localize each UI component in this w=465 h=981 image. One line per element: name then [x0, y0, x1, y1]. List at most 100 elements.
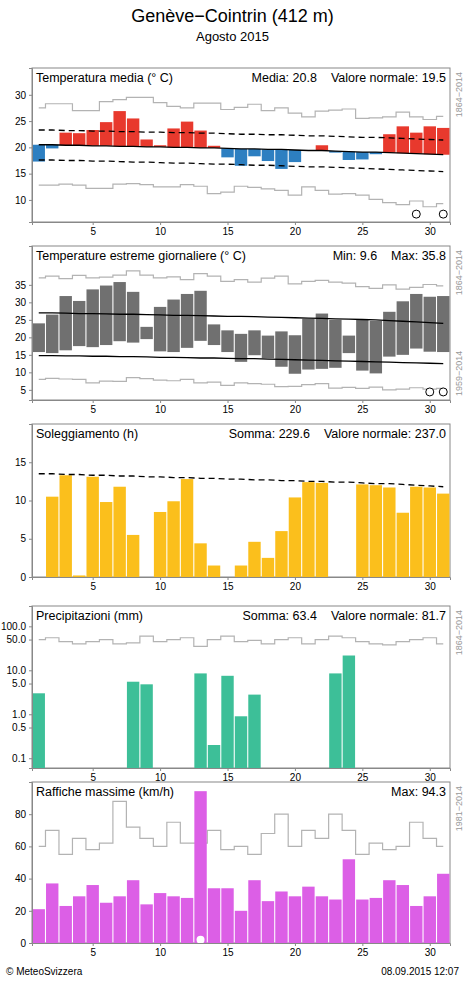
period-label: 1864−2014 [454, 72, 464, 117]
panel: 510152025301015202530Temperatura media (… [15, 68, 464, 237]
bar [194, 543, 206, 577]
bar [343, 152, 355, 160]
bar [181, 122, 193, 148]
tick-label: 10 [15, 495, 27, 506]
figure: Genève−Cointrin (412 m)Agosto 2015© Mete… [0, 0, 465, 981]
tick-label: 60 [15, 841, 27, 852]
tick: 10 [155, 400, 167, 415]
tick-label: 5.0 [12, 678, 26, 689]
tick: 15 [15, 350, 32, 361]
bar [46, 497, 58, 577]
tick-mark [228, 943, 229, 946]
plot-frame [32, 606, 450, 768]
tick-mark [29, 320, 32, 321]
bar [397, 301, 409, 355]
bar [86, 289, 98, 347]
bar [181, 294, 193, 348]
tick-label: 0.5 [12, 722, 26, 733]
tick: 1.0 [12, 709, 32, 720]
bar [140, 684, 152, 768]
y-axis: 0 20 40 60 80 [15, 783, 33, 949]
tick-mark [93, 400, 94, 403]
bar [100, 122, 112, 146]
bar [262, 558, 274, 577]
plot-frame [32, 246, 450, 400]
bar [46, 315, 58, 354]
tick-mark [93, 943, 94, 946]
tick-mark [93, 577, 94, 580]
tick-mark [29, 539, 32, 540]
x-axis: 51015202530 [33, 400, 451, 415]
tick: 20 [290, 400, 302, 415]
tick-label: 0.1 [12, 753, 26, 764]
tick: 100.0 [1, 621, 32, 632]
tick-label: 20 [15, 906, 27, 917]
tick-mark [29, 758, 32, 759]
tick-label: 80 [15, 809, 27, 820]
bar [397, 885, 409, 943]
annotation: Valore normale: 237.0 [324, 427, 446, 441]
tick-mark [29, 174, 32, 175]
tick-mark [93, 768, 94, 771]
normal-line [39, 356, 444, 364]
bar [275, 331, 287, 366]
bar [424, 896, 436, 943]
tick: 25 [357, 577, 369, 592]
bar [356, 152, 368, 159]
tick-mark [29, 95, 32, 96]
tick-label: 20 [290, 947, 302, 958]
tick-label: 35 [15, 280, 27, 291]
bar [275, 891, 287, 943]
tick-label: 30 [15, 297, 27, 308]
tick-mark [29, 911, 32, 912]
tick-mark [29, 355, 32, 356]
bar [316, 483, 328, 577]
normal-line [39, 313, 444, 324]
axis-line [33, 578, 451, 581]
axis-line [29, 783, 33, 944]
tick-label: 10 [15, 195, 27, 206]
tick: 60 [15, 841, 32, 852]
tick-mark [29, 121, 32, 122]
tick: 5 [20, 533, 32, 544]
bar [60, 906, 72, 943]
y-axis: 051015 [15, 425, 33, 583]
tick-label: 0 [20, 938, 26, 949]
tick: 25 [357, 768, 369, 783]
panel-title: Precipitazioni (mm) [36, 609, 143, 623]
tick-label: 15 [222, 772, 234, 783]
period-label: 1864−2014 [454, 250, 464, 295]
bar [154, 307, 166, 351]
tick-label: 40 [15, 873, 27, 884]
tick: 0.5 [12, 722, 32, 733]
tick: 20 [290, 768, 302, 783]
tick-mark [228, 768, 229, 771]
bar [437, 874, 449, 943]
tick: 25 [15, 315, 32, 326]
tick-label: 20 [15, 332, 27, 343]
tick: 10 [155, 222, 167, 237]
bar [262, 336, 274, 359]
bar [316, 145, 328, 150]
tick: 80 [15, 809, 32, 820]
tick-label: 30 [425, 947, 437, 958]
tick: 5 [90, 400, 96, 415]
tick-mark [295, 222, 296, 225]
plot-frame [32, 424, 450, 577]
axis-line [29, 69, 33, 223]
tick-mark [430, 943, 431, 946]
tick: 0 [20, 572, 32, 583]
tick: 10 [155, 577, 167, 592]
bar [73, 133, 85, 145]
bar [73, 896, 85, 943]
marker [197, 936, 205, 943]
tick: 15 [222, 577, 234, 592]
bar [140, 904, 152, 943]
annotation: Valore normale: 19.5 [331, 71, 446, 85]
bar [437, 128, 449, 155]
bar [140, 139, 152, 146]
tick: 20 [15, 332, 32, 343]
period-label: 1864−2014 [454, 610, 464, 655]
tick-mark [362, 768, 363, 771]
plot-area [39, 474, 450, 577]
